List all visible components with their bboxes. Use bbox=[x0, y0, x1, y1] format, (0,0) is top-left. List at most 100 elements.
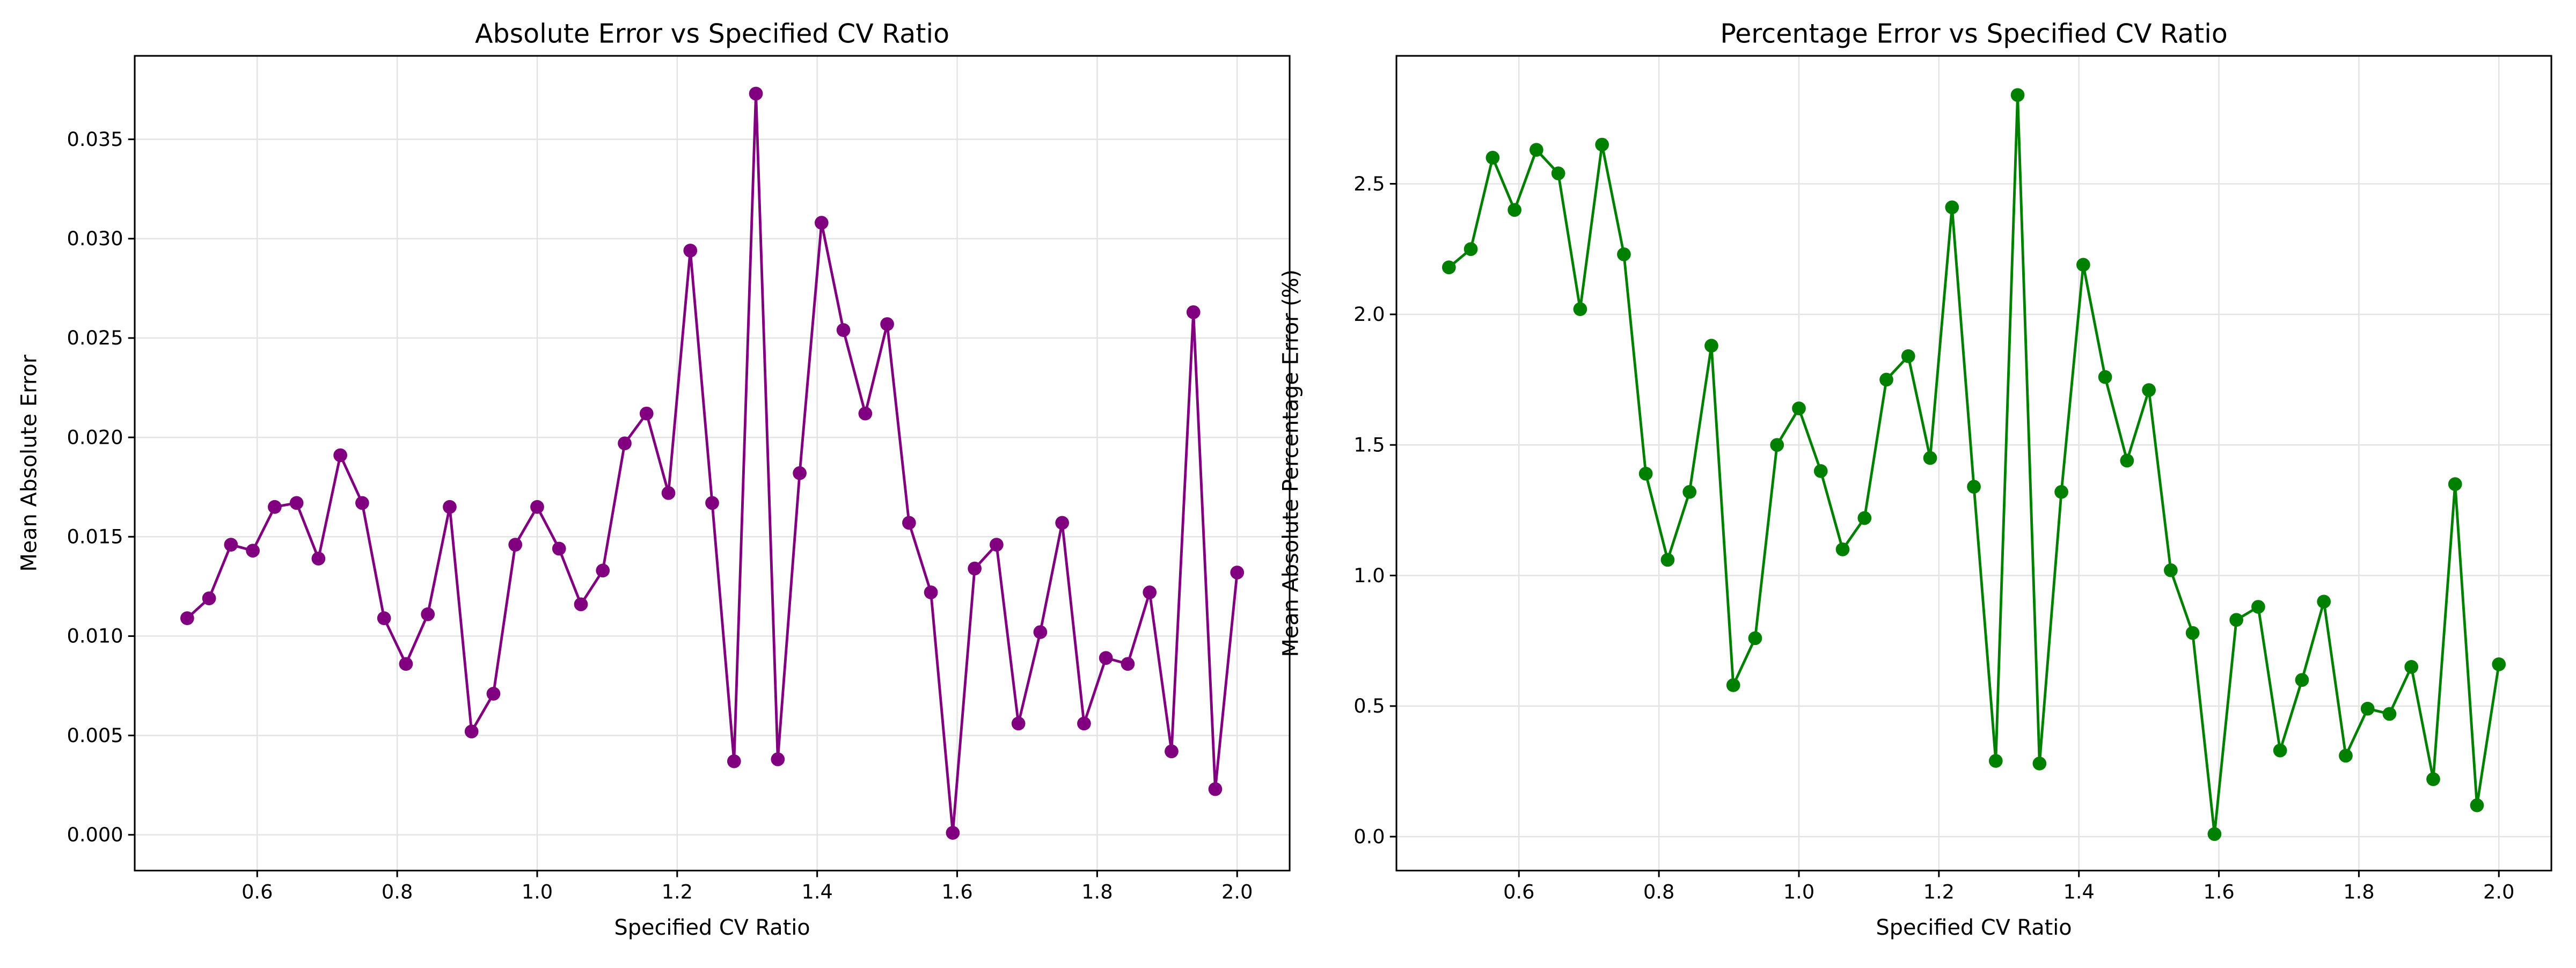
data-point bbox=[1573, 302, 1587, 316]
data-point bbox=[618, 436, 632, 451]
data-point bbox=[574, 597, 588, 612]
data-point bbox=[661, 486, 676, 500]
data-point bbox=[1077, 716, 1091, 731]
x-tick-label: 1.2 bbox=[662, 880, 693, 903]
data-point bbox=[1485, 151, 1500, 165]
data-point bbox=[1857, 511, 1872, 525]
data-point bbox=[399, 657, 413, 671]
data-point bbox=[2339, 749, 2353, 763]
data-point bbox=[1442, 260, 1456, 275]
x-tick-label: 0.8 bbox=[382, 880, 413, 903]
data-point bbox=[2426, 772, 2440, 786]
data-point bbox=[1704, 339, 1718, 353]
data-point bbox=[1208, 782, 1223, 796]
x-tick-label: 0.8 bbox=[1643, 880, 1674, 903]
y-tick-label: 2.0 bbox=[1353, 303, 1385, 326]
data-line bbox=[1448, 94, 2500, 834]
x-tick-label: 1.8 bbox=[2343, 880, 2374, 903]
data-point bbox=[924, 585, 938, 599]
plot-frame bbox=[134, 55, 1291, 871]
data-point bbox=[1638, 466, 1653, 481]
x-axis-label: Specified CV Ratio bbox=[614, 915, 810, 940]
data-point bbox=[968, 561, 982, 576]
data-point bbox=[508, 538, 523, 552]
data-point bbox=[224, 538, 238, 552]
data-point bbox=[1186, 305, 1201, 319]
x-tick-label: 1.4 bbox=[801, 880, 832, 903]
data-point bbox=[311, 552, 326, 566]
data-point bbox=[377, 611, 391, 625]
x-tick-label: 1.0 bbox=[522, 880, 553, 903]
data-point bbox=[1792, 401, 1806, 415]
data-point bbox=[530, 500, 544, 514]
data-point bbox=[946, 826, 960, 840]
data-point bbox=[1143, 585, 1157, 599]
data-point bbox=[2098, 370, 2112, 384]
data-point bbox=[705, 496, 719, 510]
data-point bbox=[486, 686, 501, 701]
data-point bbox=[1835, 542, 1850, 556]
data-point bbox=[1099, 651, 1113, 665]
data-point bbox=[1551, 166, 1565, 180]
data-point bbox=[1617, 247, 1631, 261]
data-point bbox=[2032, 757, 2047, 771]
data-point bbox=[2251, 600, 2265, 614]
chart-title: Absolute Error vs Specified CV Ratio bbox=[475, 19, 949, 49]
data-point bbox=[1660, 553, 1675, 567]
data-point bbox=[355, 496, 369, 510]
data-point bbox=[2010, 88, 2025, 102]
y-axis-label: Mean Absolute Error bbox=[17, 354, 41, 571]
data-point bbox=[2054, 485, 2068, 499]
data-point bbox=[2185, 626, 2200, 640]
data-point bbox=[836, 323, 851, 337]
data-point bbox=[1879, 372, 1893, 387]
chart-panel: 0.000 0.005 0.010 0.015 0.020 0.025 0.030 0.035… bbox=[17, 19, 1291, 940]
chart-panel: 0.0 0.5 1.0 1.5 2.0 2.5 0.6 0.8 1.0 1.2 1.4 1.6 1.8 2… bbox=[1278, 19, 2552, 940]
data-point bbox=[333, 448, 348, 463]
data-point bbox=[1055, 516, 1070, 530]
y-tick-label: 0.0 bbox=[1353, 825, 1385, 848]
data-point bbox=[2382, 707, 2397, 721]
y-axis-label: Mean Absolute Percentage Error (%) bbox=[1278, 269, 1303, 657]
data-point bbox=[289, 496, 304, 510]
x-tick-label: 1.2 bbox=[1923, 880, 1955, 903]
data-point bbox=[596, 563, 610, 578]
data-point bbox=[2492, 657, 2506, 671]
data-point bbox=[1230, 566, 1245, 580]
data-point bbox=[1011, 716, 1026, 731]
data-point bbox=[2229, 613, 2244, 627]
data-point bbox=[1463, 242, 1478, 256]
data-point bbox=[1923, 451, 1937, 465]
y-tick-label: 0.005 bbox=[67, 724, 123, 747]
y-tick-label: 0.5 bbox=[1353, 694, 1385, 717]
data-point bbox=[1529, 143, 1543, 157]
data-point bbox=[2360, 701, 2375, 716]
y-tick-label: 0.000 bbox=[67, 823, 123, 846]
data-point bbox=[421, 607, 435, 621]
y-tick-label: 0.015 bbox=[67, 525, 123, 548]
y-tick-label: 1.0 bbox=[1353, 564, 1385, 587]
x-tick-label: 1.6 bbox=[941, 880, 972, 903]
data-point bbox=[1901, 349, 1915, 363]
data-point bbox=[1945, 200, 1959, 215]
data-point bbox=[2120, 453, 2134, 468]
data-point bbox=[2317, 595, 2331, 609]
y-tick-label: 1.5 bbox=[1353, 433, 1385, 456]
y-tick-label: 0.030 bbox=[67, 227, 123, 250]
x-tick-label: 1.4 bbox=[2063, 880, 2094, 903]
data-point bbox=[858, 406, 873, 421]
plot-frame bbox=[1395, 55, 2552, 871]
data-point bbox=[2448, 477, 2462, 492]
y-tick-label: 2.5 bbox=[1353, 172, 1385, 195]
y-tick-label: 0.020 bbox=[67, 426, 123, 449]
x-tick-label: 0.6 bbox=[241, 880, 273, 903]
data-point bbox=[814, 216, 829, 230]
data-point bbox=[1121, 657, 1135, 671]
data-point bbox=[771, 752, 785, 766]
data-point bbox=[990, 538, 1004, 552]
data-point bbox=[1967, 480, 1981, 494]
data-point bbox=[727, 754, 741, 768]
data-point bbox=[1726, 678, 1740, 692]
data-point bbox=[268, 500, 282, 514]
data-point bbox=[443, 500, 457, 514]
